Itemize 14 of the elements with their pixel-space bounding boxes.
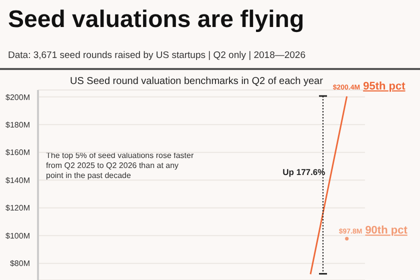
series-label: 90th pct <box>365 224 408 237</box>
y-tick-label: $200M <box>6 92 30 102</box>
y-tick-label: $140M <box>6 176 30 185</box>
annotation: The top 5% of seed valuations rose faster from Q2 2025 to Q2 2026 than at any point in the past decade <box>46 151 194 181</box>
series-label: 95th pct <box>363 80 406 92</box>
y-tick-label: $100M <box>6 231 30 240</box>
y-tick-label: $80M <box>10 259 30 268</box>
text: US Seed round valuation benchmarks in Q2 of each year <box>70 76 323 87</box>
chart-subtitle: Data: 3,671 seed rounds raised by US startups | Q2 only | 2018—2026 <box>8 50 306 61</box>
y-tick-label: $180M <box>6 120 30 130</box>
chart-title: Seed valuations are flying <box>8 6 304 34</box>
y-tick-label: $120M <box>6 204 30 213</box>
y-tick-label: $160M <box>6 148 30 158</box>
annotation: Up 177.6% <box>282 167 326 178</box>
